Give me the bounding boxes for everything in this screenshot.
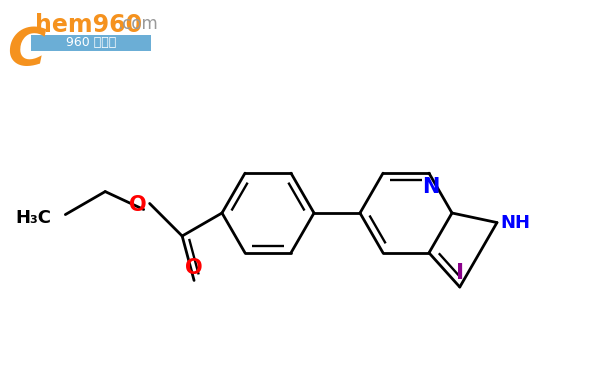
- Text: 960 化工网: 960 化工网: [66, 36, 116, 50]
- Text: NH: NH: [500, 214, 530, 232]
- Text: .com: .com: [117, 15, 158, 33]
- Text: O: O: [129, 195, 146, 216]
- Text: hem960: hem960: [35, 13, 142, 37]
- FancyBboxPatch shape: [31, 35, 151, 51]
- Text: C: C: [7, 25, 46, 77]
- Text: O: O: [185, 258, 203, 278]
- Text: I: I: [456, 263, 464, 283]
- Text: N: N: [422, 177, 440, 197]
- Text: H₃C: H₃C: [15, 209, 51, 226]
